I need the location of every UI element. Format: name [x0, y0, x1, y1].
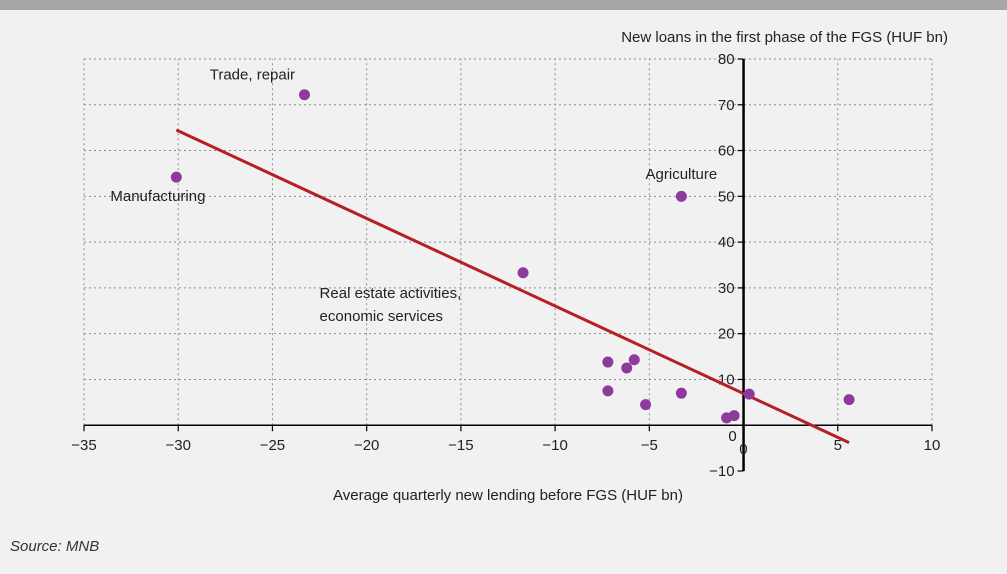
axes: −35 −30 −25 −20 −15 −10 −505 10−100102030405060… [71, 51, 940, 480]
y-tick-label: 30 [718, 280, 735, 297]
data-point [298, 89, 310, 101]
data-point [640, 399, 652, 411]
trendline-group [175, 128, 850, 444]
annotations: Trade, repair Manufacturing Agriculture Rea… [110, 67, 717, 325]
data-point [675, 387, 687, 399]
annotation-label: Agriculture [646, 166, 718, 183]
y-tick-label: 80 [718, 51, 735, 68]
data-point [517, 267, 529, 279]
data-points [170, 89, 855, 424]
y-tick-label: 50 [718, 188, 735, 205]
x-tick-label: 10 [924, 437, 941, 454]
x-axis-label: Average quarterly new lending before FGS… [333, 487, 683, 504]
top-bar [0, 0, 1007, 10]
x-tick-label: 0 [728, 428, 736, 445]
x-tick-label: −25 [260, 437, 285, 454]
y-tick-label: 0 [739, 441, 747, 458]
data-point [843, 394, 855, 406]
scatter-chart: −35 −30 −25 −20 −15 −10 −505 10−100102030405060… [71, 29, 948, 504]
data-point [628, 354, 640, 366]
data-point [170, 171, 182, 183]
y-tick-label: −10 [709, 463, 734, 480]
y-tick-label: 60 [718, 143, 735, 160]
x-tick-label: −30 [165, 437, 190, 454]
y-tick-label: 70 [718, 97, 735, 114]
data-point [728, 410, 740, 422]
trendline [175, 128, 850, 444]
x-tick-label: −5 [641, 437, 658, 454]
x-tick-label: −15 [448, 437, 473, 454]
gridlines [83, 58, 933, 426]
x-tick-label: −35 [71, 437, 96, 454]
annotation-label: Real estate activities, [320, 285, 462, 302]
annotation-label: economic services [320, 308, 443, 325]
data-point [621, 362, 633, 374]
data-point [602, 356, 614, 368]
data-point [675, 190, 687, 202]
source-note: Source: MNB [10, 538, 100, 555]
data-point [743, 388, 755, 400]
y-tick-label: 20 [718, 326, 735, 343]
data-point [602, 385, 614, 397]
annotation-label: Trade, repair [210, 67, 295, 84]
annotation-label: Manufacturing [110, 188, 205, 205]
y-axis-label: New loans in the first phase of the FGS … [621, 29, 948, 46]
x-tick-label: −20 [354, 437, 379, 454]
x-tick-label: −10 [542, 437, 567, 454]
x-tick-label: 5 [834, 437, 842, 454]
y-tick-label: 40 [718, 234, 735, 251]
